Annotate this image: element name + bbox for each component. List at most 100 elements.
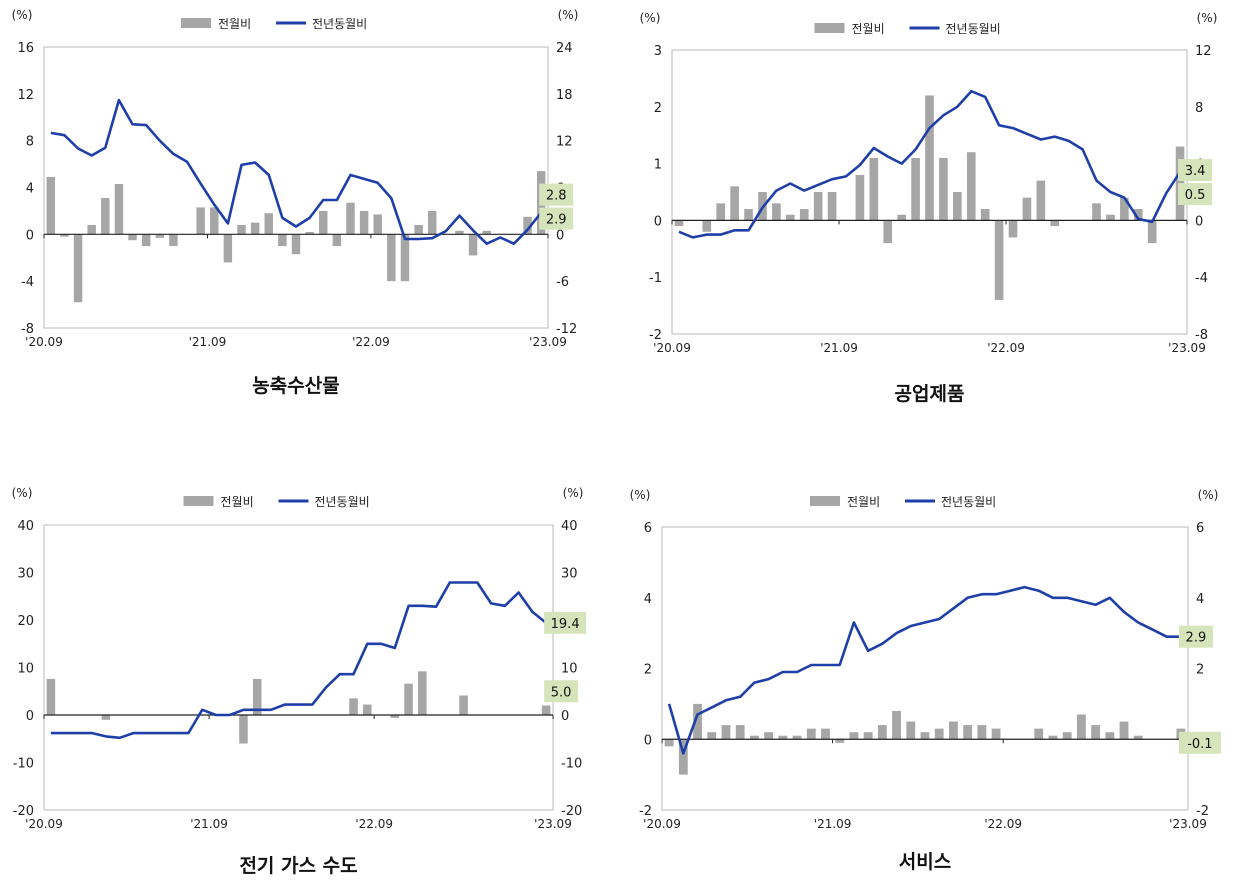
- bar-mom: [772, 203, 781, 221]
- bar-mom: [541, 705, 551, 715]
- data-label-box: [544, 611, 587, 634]
- chart-panel-utilities: -20-10010203040-20-10010203040(%)(%)'20.…: [0, 440, 617, 880]
- bar-mom: [1120, 197, 1129, 221]
- bar-mom: [980, 209, 990, 221]
- legend-label-mom: 전월비: [852, 22, 885, 36]
- x-tick-label: '21.09: [189, 335, 227, 349]
- bar-mom: [196, 207, 205, 235]
- unit-left: (%): [630, 488, 651, 502]
- bar-mom: [920, 732, 930, 740]
- bar-mom: [400, 234, 410, 282]
- y-tick-right: 2: [1196, 663, 1204, 678]
- bar-mom: [1091, 725, 1101, 740]
- x-tick-label: '23.09: [1169, 817, 1207, 831]
- y-tick-left: -1: [649, 271, 662, 286]
- y-tick-left: 6: [644, 521, 652, 536]
- bar-mom: [359, 210, 369, 235]
- y-tick-right: 8: [1195, 101, 1203, 116]
- unit-right: (%): [1197, 11, 1218, 25]
- y-tick-left: 16: [17, 41, 34, 56]
- y-tick-right: 0: [1195, 214, 1203, 229]
- bar-mom: [46, 176, 56, 235]
- bar-mom: [390, 715, 400, 718]
- bar-mom: [278, 234, 287, 247]
- bar-mom: [73, 234, 83, 303]
- y-tick-left: 12: [17, 88, 34, 103]
- x-tick-label: '21.09: [190, 817, 228, 831]
- data-label: 5.0: [551, 685, 572, 700]
- chart-panel-industrial: -2-10123-8-404812(%)(%)'20.09'21.09'22.0…: [617, 0, 1234, 440]
- bar-mom: [1092, 203, 1101, 221]
- data-label: 2.9: [1186, 631, 1207, 646]
- y-tick-left: 0: [26, 709, 34, 724]
- bar-mom: [749, 735, 759, 740]
- bar-mom: [414, 224, 423, 235]
- y-tick-right: -8: [1195, 328, 1208, 343]
- y-tick-left: 1: [654, 158, 662, 173]
- bar-mom: [966, 152, 976, 221]
- bar-mom: [707, 732, 717, 740]
- bar-mom: [863, 732, 873, 740]
- chart-panel-agri: -8-40481216-12-606121824(%)(%)'20.09'21.…: [0, 0, 617, 440]
- bar-mom: [128, 234, 137, 241]
- y-tick-right: 0: [561, 709, 569, 724]
- bar-mom: [252, 678, 262, 715]
- line-yoy: [50, 581, 547, 740]
- bar-mom: [744, 209, 753, 221]
- bar-mom: [1050, 220, 1060, 227]
- bar-mom: [877, 725, 887, 740]
- y-tick-right: 4: [1196, 592, 1204, 607]
- bar-mom: [1022, 197, 1032, 221]
- x-tick-label: '20.09: [653, 341, 691, 355]
- unit-right: (%): [563, 486, 584, 500]
- y-tick-right: -20: [561, 804, 582, 819]
- bar-mom: [1106, 214, 1115, 221]
- data-label-box: [1178, 625, 1213, 648]
- y-tick-right: 12: [556, 135, 573, 150]
- y-tick-right: -12: [556, 322, 577, 337]
- y-tick-right: 0: [556, 228, 564, 243]
- unit-left: (%): [640, 11, 661, 25]
- bar-mom: [1008, 220, 1018, 238]
- y-tick-right: 24: [556, 41, 573, 56]
- bar-mom: [674, 220, 684, 227]
- bar-mom: [1062, 732, 1072, 740]
- y-tick-right: -4: [1195, 271, 1208, 286]
- chart-svg-industrial: -2-10123-8-404812(%)(%)'20.09'21.09'22.0…: [640, 11, 1218, 405]
- chart-panel-services: -20246-20246(%)(%)'20.09'21.09'22.09'23.…: [617, 440, 1234, 880]
- bar-mom: [883, 220, 893, 244]
- data-label-box: [1178, 159, 1213, 182]
- data-label: 19.4: [551, 617, 580, 632]
- bar-mom: [953, 192, 962, 221]
- x-tick-label: '23.09: [529, 335, 567, 349]
- y-tick-left: 10: [17, 662, 34, 677]
- plot-area: [43, 524, 554, 811]
- y-tick-left: 30: [17, 567, 34, 582]
- bar-mom: [169, 234, 178, 247]
- legend-swatch-mom: [181, 18, 211, 28]
- bar-mom: [264, 213, 273, 235]
- y-tick-left: -10: [13, 757, 34, 772]
- bar-mom: [963, 725, 973, 740]
- bar-mom: [827, 192, 837, 221]
- bar-mom: [239, 715, 248, 744]
- bar-mom: [363, 704, 372, 715]
- bar-mom: [459, 695, 468, 715]
- bar-mom: [730, 186, 739, 221]
- line-yoy: [678, 89, 1182, 239]
- x-tick-label: '21.09: [820, 341, 858, 355]
- x-tick-label: '21.09: [814, 817, 852, 831]
- bar-mom: [806, 728, 816, 740]
- legend-label-yoy: 전년동월비: [315, 495, 370, 509]
- bar-mom: [427, 210, 437, 235]
- x-tick-label: '23.09: [1168, 341, 1206, 355]
- bar-mom: [994, 220, 1004, 300]
- y-tick-right: -6: [556, 275, 569, 290]
- bar-mom: [721, 725, 731, 740]
- legend-label-mom: 전월비: [221, 495, 254, 509]
- legend-swatch-mom: [183, 496, 214, 506]
- bar-mom: [455, 230, 464, 235]
- line-yoy: [50, 98, 543, 245]
- y-tick-right: 40: [561, 519, 578, 534]
- chart-svg-services: -20246-20246(%)(%)'20.09'21.09'22.09'23.…: [630, 488, 1221, 873]
